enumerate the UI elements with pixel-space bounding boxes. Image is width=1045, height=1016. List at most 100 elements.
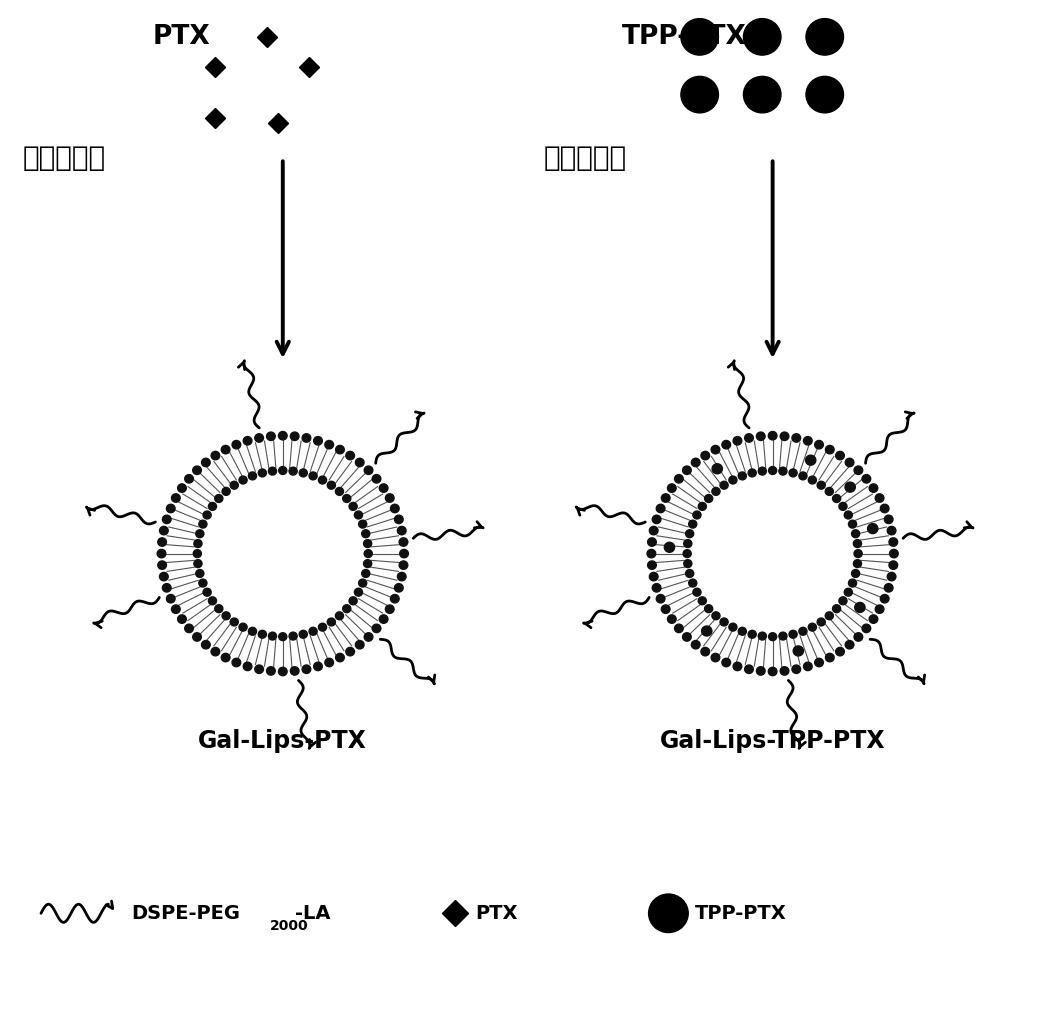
Circle shape: [355, 458, 364, 466]
Circle shape: [701, 626, 712, 636]
Circle shape: [399, 537, 408, 547]
Circle shape: [792, 665, 800, 674]
Circle shape: [781, 432, 789, 441]
Circle shape: [279, 466, 287, 474]
Circle shape: [808, 623, 816, 631]
Circle shape: [781, 666, 789, 675]
Circle shape: [693, 511, 701, 519]
Circle shape: [839, 596, 847, 605]
Circle shape: [202, 640, 210, 649]
Circle shape: [203, 511, 211, 519]
Circle shape: [854, 466, 863, 474]
Circle shape: [844, 511, 853, 519]
Circle shape: [854, 560, 861, 568]
Circle shape: [836, 647, 844, 656]
Circle shape: [817, 618, 826, 626]
Circle shape: [327, 482, 335, 489]
Circle shape: [849, 520, 857, 528]
Circle shape: [876, 494, 884, 502]
Circle shape: [722, 441, 730, 449]
Circle shape: [768, 668, 777, 676]
Circle shape: [302, 665, 310, 674]
Circle shape: [266, 432, 275, 441]
Circle shape: [335, 612, 344, 620]
Text: PTX: PTX: [153, 23, 210, 50]
Circle shape: [845, 458, 854, 466]
Circle shape: [299, 469, 307, 477]
Circle shape: [278, 668, 287, 676]
Circle shape: [728, 477, 737, 484]
Circle shape: [648, 561, 656, 569]
Circle shape: [836, 451, 844, 460]
Circle shape: [362, 570, 370, 577]
Circle shape: [689, 520, 697, 528]
Circle shape: [712, 653, 720, 661]
Circle shape: [649, 526, 658, 534]
Circle shape: [171, 605, 180, 614]
Circle shape: [379, 615, 388, 623]
Circle shape: [889, 550, 899, 558]
Circle shape: [327, 618, 335, 626]
Circle shape: [675, 624, 683, 633]
Circle shape: [222, 612, 230, 620]
Circle shape: [692, 474, 854, 633]
Circle shape: [862, 624, 870, 633]
Circle shape: [789, 630, 797, 638]
Circle shape: [354, 511, 363, 519]
Circle shape: [255, 665, 263, 674]
Circle shape: [372, 474, 380, 483]
Circle shape: [222, 488, 230, 496]
Circle shape: [826, 445, 834, 454]
Circle shape: [686, 529, 694, 537]
Circle shape: [712, 488, 720, 496]
Circle shape: [230, 482, 238, 489]
Circle shape: [325, 658, 333, 666]
Circle shape: [692, 640, 700, 649]
Circle shape: [661, 494, 670, 502]
Circle shape: [158, 537, 166, 547]
Circle shape: [849, 579, 857, 587]
Circle shape: [815, 658, 823, 666]
Circle shape: [792, 434, 800, 442]
Circle shape: [833, 495, 840, 503]
Circle shape: [817, 482, 826, 489]
Circle shape: [397, 526, 407, 534]
Circle shape: [365, 633, 373, 641]
Circle shape: [683, 550, 691, 558]
Circle shape: [649, 572, 658, 581]
Circle shape: [757, 666, 765, 675]
Circle shape: [194, 560, 202, 568]
Circle shape: [335, 653, 344, 661]
Circle shape: [759, 467, 766, 475]
Circle shape: [162, 583, 171, 592]
Circle shape: [845, 640, 854, 649]
Circle shape: [166, 504, 176, 513]
Circle shape: [701, 647, 710, 656]
Circle shape: [195, 570, 204, 577]
Circle shape: [349, 596, 357, 605]
Circle shape: [203, 588, 211, 596]
Circle shape: [335, 488, 344, 496]
Circle shape: [876, 605, 884, 614]
Circle shape: [355, 640, 364, 649]
Circle shape: [365, 550, 372, 558]
Text: DSPE-PEG: DSPE-PEG: [132, 904, 240, 923]
Circle shape: [798, 627, 807, 635]
Circle shape: [202, 474, 364, 633]
Circle shape: [178, 484, 186, 493]
Circle shape: [869, 615, 878, 623]
Circle shape: [689, 579, 697, 587]
Circle shape: [365, 466, 373, 474]
Circle shape: [668, 484, 676, 493]
Circle shape: [745, 665, 753, 674]
Circle shape: [887, 572, 896, 581]
Circle shape: [862, 474, 870, 483]
Circle shape: [208, 596, 216, 605]
Circle shape: [372, 624, 380, 633]
Circle shape: [232, 658, 240, 666]
Circle shape: [779, 467, 787, 475]
Circle shape: [255, 434, 263, 442]
Circle shape: [722, 658, 730, 666]
Circle shape: [399, 561, 408, 569]
Circle shape: [682, 633, 691, 641]
